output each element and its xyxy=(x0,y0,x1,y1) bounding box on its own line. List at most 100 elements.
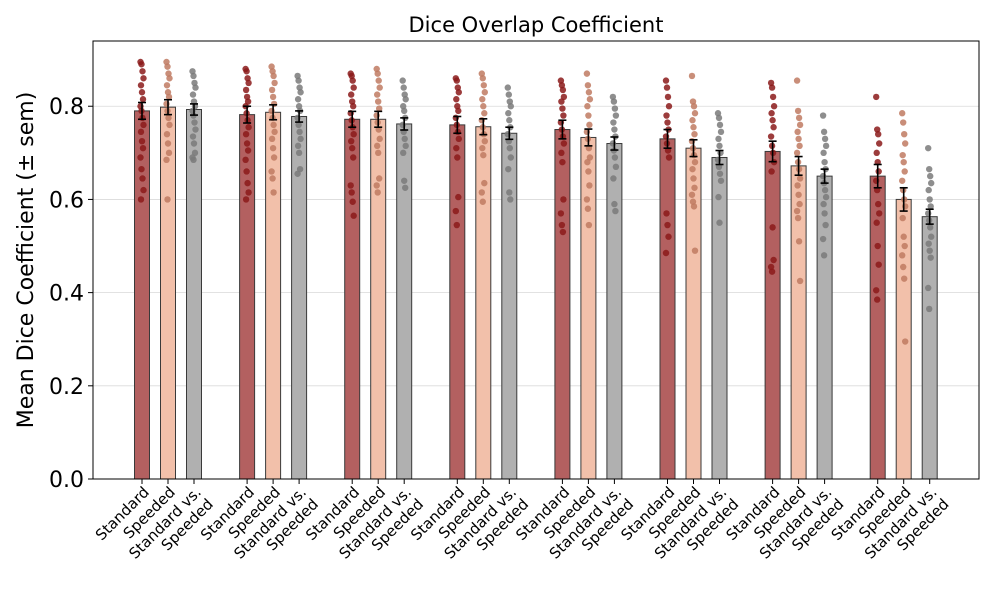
data-point xyxy=(558,98,565,105)
data-point xyxy=(558,149,565,157)
data-point xyxy=(612,163,620,171)
bar xyxy=(396,123,413,480)
data-point xyxy=(925,144,932,152)
data-point xyxy=(400,84,407,91)
data-point xyxy=(586,121,593,129)
data-point xyxy=(663,84,671,91)
data-point xyxy=(769,93,777,101)
data-point xyxy=(478,189,485,196)
data-point xyxy=(164,196,171,203)
data-point xyxy=(873,149,880,157)
data-point xyxy=(874,296,881,303)
data-point xyxy=(243,168,250,175)
data-point xyxy=(481,110,488,117)
data-point xyxy=(268,135,276,143)
data-point xyxy=(691,184,698,191)
data-point xyxy=(612,112,620,119)
data-point xyxy=(822,142,830,150)
data-point xyxy=(350,154,357,161)
y-tick-label: 0.8 xyxy=(49,95,84,120)
data-point xyxy=(453,221,460,229)
data-point xyxy=(453,96,460,103)
data-point xyxy=(688,72,696,80)
data-point xyxy=(244,147,252,154)
data-point xyxy=(373,182,380,189)
data-point xyxy=(794,128,801,136)
data-point xyxy=(376,105,383,112)
data-point xyxy=(927,172,934,180)
data-point xyxy=(270,72,277,80)
data-point xyxy=(690,175,697,182)
data-point xyxy=(611,154,619,161)
data-point xyxy=(140,121,147,129)
data-point xyxy=(611,105,619,112)
data-point xyxy=(926,247,933,254)
error-bars xyxy=(138,98,934,225)
bar xyxy=(475,126,492,480)
data-point xyxy=(295,149,303,157)
data-point xyxy=(560,196,567,203)
bar xyxy=(711,156,728,480)
data-point xyxy=(245,189,252,196)
data-point xyxy=(664,119,671,126)
data-point xyxy=(768,84,776,91)
data-point xyxy=(690,203,698,210)
data-point xyxy=(137,196,145,203)
data-point xyxy=(901,242,908,250)
data-point xyxy=(139,175,146,182)
bar xyxy=(816,175,833,480)
data-point xyxy=(873,219,880,226)
data-point xyxy=(376,175,383,182)
data-point xyxy=(610,119,617,126)
data-point xyxy=(584,103,591,110)
data-point xyxy=(768,268,776,275)
data-point xyxy=(163,130,171,138)
data-point xyxy=(402,184,409,191)
data-point xyxy=(665,233,672,240)
data-point xyxy=(374,91,381,98)
data-point xyxy=(376,84,383,91)
data-point xyxy=(165,93,173,101)
data-point xyxy=(874,242,881,250)
data-point xyxy=(137,128,145,136)
data-point xyxy=(349,144,356,152)
data-point xyxy=(245,124,252,131)
data-point xyxy=(875,168,882,175)
bar xyxy=(186,108,202,480)
data-point xyxy=(504,84,511,91)
data-point xyxy=(163,156,170,164)
data-point xyxy=(586,182,593,189)
data-point xyxy=(560,140,568,147)
data-point xyxy=(662,77,670,84)
data-point xyxy=(691,247,699,254)
data-point xyxy=(690,103,698,110)
data-point xyxy=(821,186,829,194)
data-point xyxy=(876,140,883,147)
data-point xyxy=(269,175,276,182)
data-point xyxy=(902,140,909,147)
data-point xyxy=(794,107,802,115)
data-point xyxy=(401,177,408,184)
data-point xyxy=(481,179,488,187)
data-point xyxy=(925,186,932,194)
data-point xyxy=(926,165,933,173)
data-point xyxy=(270,100,278,108)
data-point xyxy=(584,205,592,212)
data-point xyxy=(899,177,906,184)
data-point xyxy=(399,77,406,84)
data-point xyxy=(796,142,803,150)
data-point xyxy=(584,82,592,89)
data-point xyxy=(271,79,278,87)
data-point xyxy=(820,128,828,136)
data-point xyxy=(189,91,197,98)
data-point xyxy=(374,189,381,196)
data-point xyxy=(583,70,591,77)
data-point xyxy=(611,200,618,208)
data-point xyxy=(583,196,591,203)
data-point xyxy=(875,200,882,208)
data-point xyxy=(819,235,827,243)
data-point xyxy=(505,165,512,173)
data-point xyxy=(268,86,276,94)
data-point xyxy=(268,168,275,175)
data-point xyxy=(401,107,408,115)
